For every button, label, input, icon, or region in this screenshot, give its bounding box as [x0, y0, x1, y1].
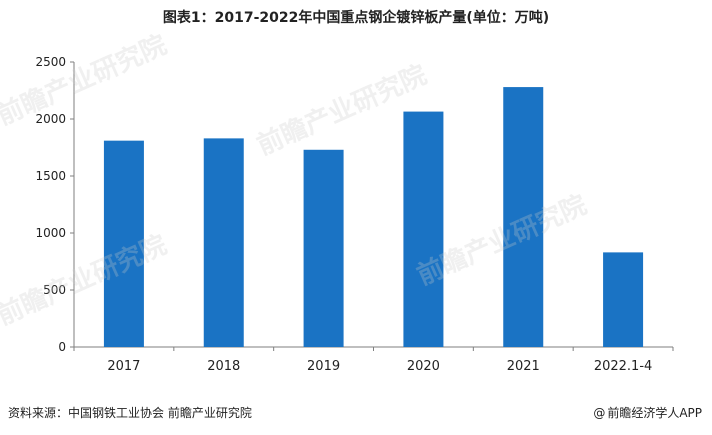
source-note: 资料来源：中国钢铁工业协会 前瞻产业研究院: [8, 406, 252, 420]
bar: [203, 138, 244, 347]
chart-title: 图表1：2017-2022年中国重点钢企镀锌板产量(单位：万吨): [162, 10, 550, 26]
x-tick-label: 2017: [107, 359, 140, 374]
x-tick-label: 2019: [307, 359, 340, 374]
x-tick-label: 2020: [407, 359, 440, 374]
bar: [603, 252, 644, 347]
bar: [303, 149, 344, 347]
y-tick-label: 1000: [35, 226, 66, 240]
y-tick-label: 2000: [35, 112, 66, 126]
at-icon: @: [593, 405, 606, 420]
y-tick-label: 500: [43, 283, 66, 297]
bar: [503, 87, 544, 347]
x-tick-label: 2022.1-4: [594, 359, 652, 374]
y-tick-label: 1500: [35, 169, 66, 183]
x-tick-label: 2021: [507, 359, 540, 374]
bar: [403, 111, 444, 347]
credit-text: 前瞻经济学人APP: [607, 406, 702, 420]
credit: @ 前瞻经济学人APP: [593, 404, 702, 421]
x-tick-label: 2018: [207, 359, 240, 374]
y-tick-label: 0: [58, 340, 66, 354]
y-tick-label: 2500: [35, 55, 66, 69]
bar: [103, 140, 144, 347]
